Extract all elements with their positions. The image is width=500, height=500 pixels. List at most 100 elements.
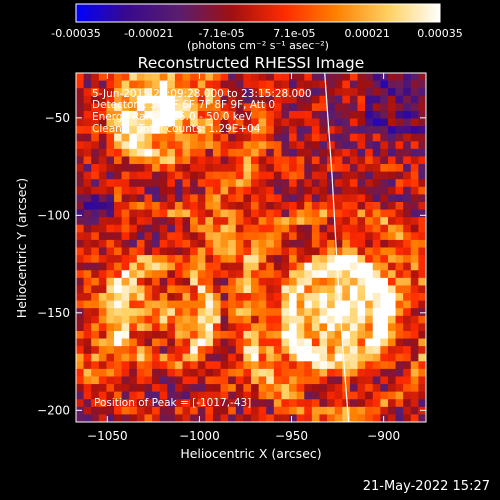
heatmap-pixel: [311, 164, 321, 173]
heatmap-pixel: [205, 186, 214, 195]
heatmap-pixel: [76, 110, 85, 120]
heatmap-pixel: [273, 376, 283, 385]
heatmap-pixel: [136, 148, 146, 158]
heatmap-pixel: [342, 88, 351, 97]
heatmap-pixel: [349, 179, 359, 188]
heatmap-pixel: [365, 270, 374, 279]
heatmap-pixel: [144, 239, 153, 249]
heatmap-pixel: [342, 353, 351, 362]
heatmap-pixel: [251, 156, 260, 165]
heatmap-pixel: [136, 353, 146, 362]
heatmap-pixel: [205, 315, 214, 324]
heatmap-pixel: [167, 285, 176, 294]
heatmap-pixel: [387, 330, 397, 340]
heatmap-pixel: [152, 361, 161, 370]
heatmap-pixel: [311, 376, 321, 385]
heatmap-pixel: [205, 300, 214, 309]
heatmap-pixel: [349, 118, 359, 127]
heatmap-pixel: [106, 391, 115, 400]
heatmap-pixel: [159, 186, 168, 195]
heatmap-pixel: [243, 95, 252, 104]
heatmap-pixel: [273, 308, 283, 317]
heatmap-pixel: [395, 201, 404, 211]
heatmap-pixel: [418, 118, 426, 127]
heatmap-pixel: [327, 186, 336, 195]
heatmap-pixel: [98, 353, 108, 362]
heatmap-pixel: [418, 217, 426, 226]
heatmap-pixel: [190, 414, 199, 422]
heatmap-pixel: [289, 95, 298, 104]
heatmap-pixel: [349, 391, 359, 400]
heatmap-pixel: [418, 270, 426, 279]
heatmap-pixel: [159, 293, 168, 302]
heatmap-pixel: [205, 217, 214, 226]
heatmap-pixel: [319, 156, 328, 165]
heatmap-pixel: [212, 346, 222, 355]
heatmap-pixel: [114, 239, 123, 249]
heatmap-pixel: [212, 156, 222, 165]
heatmap-pixel: [190, 110, 199, 120]
heatmap-pixel: [365, 126, 374, 135]
heatmap-pixel: [76, 368, 85, 378]
heatmap-pixel: [205, 376, 214, 385]
heatmap-pixel: [121, 186, 130, 195]
heatmap-pixel: [228, 391, 237, 400]
heatmap-pixel: [205, 262, 214, 271]
heatmap-pixel: [205, 110, 214, 120]
heatmap-pixel: [380, 368, 389, 378]
heatmap-pixel: [144, 293, 153, 302]
heatmap-pixel: [167, 95, 176, 104]
heatmap-pixel: [289, 209, 298, 218]
heatmap-pixel: [403, 414, 412, 422]
heatmap-pixel: [98, 201, 108, 211]
heatmap-pixel: [304, 338, 313, 347]
heatmap-pixel: [304, 399, 313, 408]
heatmap-pixel: [357, 323, 366, 332]
heatmap-pixel: [410, 300, 419, 309]
heatmap-pixel: [273, 186, 283, 195]
heatmap-pixel: [167, 255, 176, 264]
heatmap-pixel: [98, 270, 108, 279]
heatmap-pixel: [319, 201, 328, 211]
heatmap-pixel: [220, 118, 229, 127]
heatmap-pixel: [296, 323, 305, 332]
heatmap-pixel: [296, 384, 305, 393]
heatmap-pixel: [106, 156, 115, 165]
heatmap-pixel: [304, 391, 313, 400]
heatmap-pixel: [205, 232, 214, 241]
heatmap-pixel: [281, 300, 290, 309]
heatmap-pixel: [410, 376, 419, 385]
heatmap-pixel: [212, 406, 222, 416]
heatmap-pixel: [197, 277, 206, 287]
heatmap-pixel: [174, 126, 184, 135]
heatmap-pixel: [342, 270, 351, 279]
heatmap-pixel: [304, 194, 313, 203]
heatmap-pixel: [228, 126, 237, 135]
heatmap-pixel: [197, 141, 206, 150]
heatmap-pixel: [258, 406, 267, 416]
heatmap-pixel: [144, 361, 153, 370]
heatmap-pixel: [251, 338, 260, 347]
heatmap-pixel: [136, 141, 146, 150]
heatmap-pixel: [129, 308, 138, 317]
heatmap-pixel: [174, 179, 184, 188]
heatmap-pixel: [197, 201, 206, 211]
heatmap-pixel: [83, 133, 92, 142]
heatmap-pixel: [144, 103, 153, 112]
heatmap-pixel: [159, 323, 168, 332]
heatmap-pixel: [212, 315, 222, 324]
heatmap-pixel: [281, 186, 290, 195]
heatmap-pixel: [182, 156, 191, 165]
heatmap-pixel: [273, 399, 283, 408]
heatmap-pixel: [289, 201, 298, 211]
heatmap-pixel: [319, 406, 328, 416]
heatmap-pixel: [167, 293, 176, 302]
heatmap-pixel: [83, 209, 92, 218]
heatmap-pixel: [129, 277, 138, 287]
heatmap-pixel: [319, 179, 328, 188]
heatmap-pixel: [258, 277, 267, 287]
heatmap-pixel: [387, 277, 397, 287]
heatmap-pixel: [167, 179, 176, 188]
heatmap-pixel: [212, 118, 222, 127]
heatmap-pixel: [342, 346, 351, 355]
